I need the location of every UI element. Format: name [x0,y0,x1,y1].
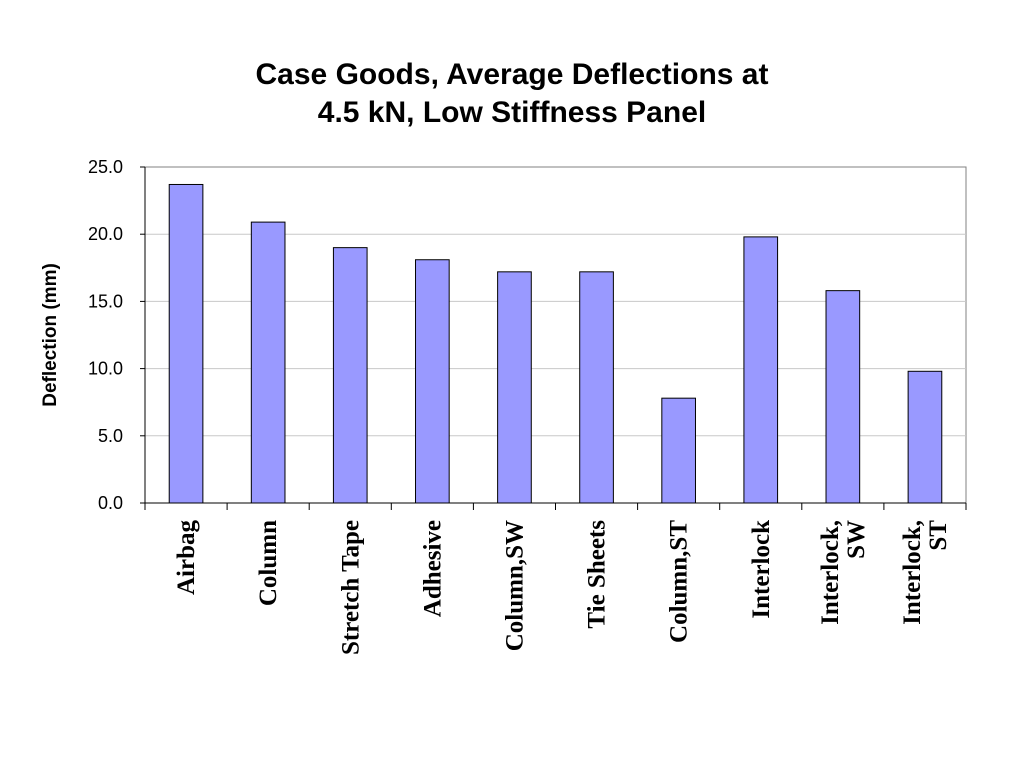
x-category-label: ST [925,520,952,551]
chart-title-line-1: Case Goods, Average Deflections at [255,58,769,91]
x-category-label: Column,ST [666,520,693,643]
chart-title-line-2: 4.5 kN, Low Stiffness Panel [317,96,707,129]
bar [661,397,696,504]
x-category-label: Stretch Tape [337,520,364,655]
bar [332,247,368,504]
chart-title: Case Goods, Average Deflections at 4.5 k… [0,56,1024,132]
x-category-label: Airbag [173,520,200,596]
x-category-label: Adhesive [419,520,446,617]
y-tick-label: 10.0 [88,359,123,379]
x-category-label: Column,SW [501,520,528,651]
bar [825,290,861,504]
x-category-label: Interlock [748,520,775,619]
x-category-label: Interlock, [817,520,844,625]
x-category-label: Column [255,520,282,606]
x-category-label: Tie Sheets [584,520,611,629]
bar [907,370,943,504]
y-axis-label: Deflection (mm) [40,263,61,407]
bar [168,183,204,504]
y-tick-label: 20.0 [88,224,123,244]
x-category-label: Interlock, [899,520,926,625]
bar [497,271,532,504]
y-tick-label: 25.0 [88,157,123,177]
bar [579,271,614,504]
bar [743,236,779,504]
x-category-label: SW [843,520,870,559]
y-tick-label: 5.0 [98,426,123,446]
y-tick-label: 0.0 [98,493,123,513]
bar [415,259,450,504]
bar [250,221,286,504]
y-tick-label: 15.0 [88,291,123,311]
